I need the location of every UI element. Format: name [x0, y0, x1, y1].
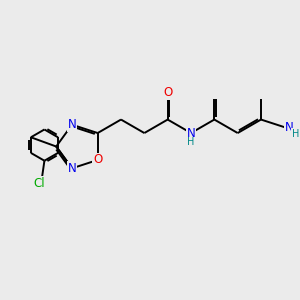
- Text: N: N: [68, 118, 76, 131]
- Text: N: N: [187, 127, 195, 140]
- Text: O: O: [163, 86, 172, 99]
- Text: N: N: [68, 162, 76, 175]
- Text: Cl: Cl: [34, 177, 45, 190]
- Text: H: H: [292, 129, 299, 139]
- Text: O: O: [93, 154, 102, 166]
- Text: H: H: [187, 137, 195, 147]
- Text: N: N: [285, 122, 293, 134]
